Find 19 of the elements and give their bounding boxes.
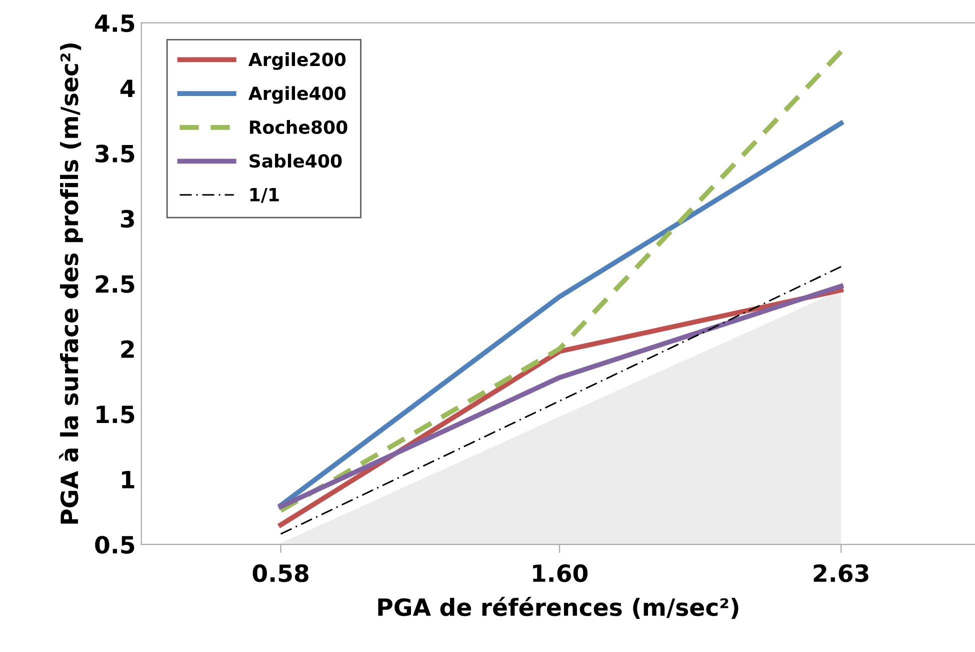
y-tick-label: 4	[120, 80, 135, 97]
legend-label: 1/1	[250, 188, 279, 203]
y-tick-label: 3.5	[96, 144, 134, 163]
legend-label: Argile400	[248, 86, 346, 104]
y-tick-label: 1.5	[96, 406, 134, 424]
legend-label: Roche800	[250, 120, 348, 134]
legend-label: Sable400	[250, 154, 342, 168]
x-tick-label: 2.63	[814, 564, 868, 582]
y-tick-label: 2.5	[96, 275, 134, 293]
legend-label: Argile200	[248, 52, 346, 70]
y-tick-label: 0.5	[95, 536, 134, 554]
y-axis-title: PGA à la surface des profils (m/sec²)	[59, 43, 83, 524]
x-tick-label: 0.58	[252, 564, 308, 582]
y-tick-label: 1	[122, 470, 134, 488]
y-tick-label: 4.5	[95, 14, 134, 32]
y-tick-label: 3	[120, 210, 134, 228]
x-tick-label: 1.60	[533, 564, 588, 582]
x-axis-title: PGA de références (m/sec²)	[378, 596, 738, 619]
y-tick-label: 2	[121, 340, 134, 358]
